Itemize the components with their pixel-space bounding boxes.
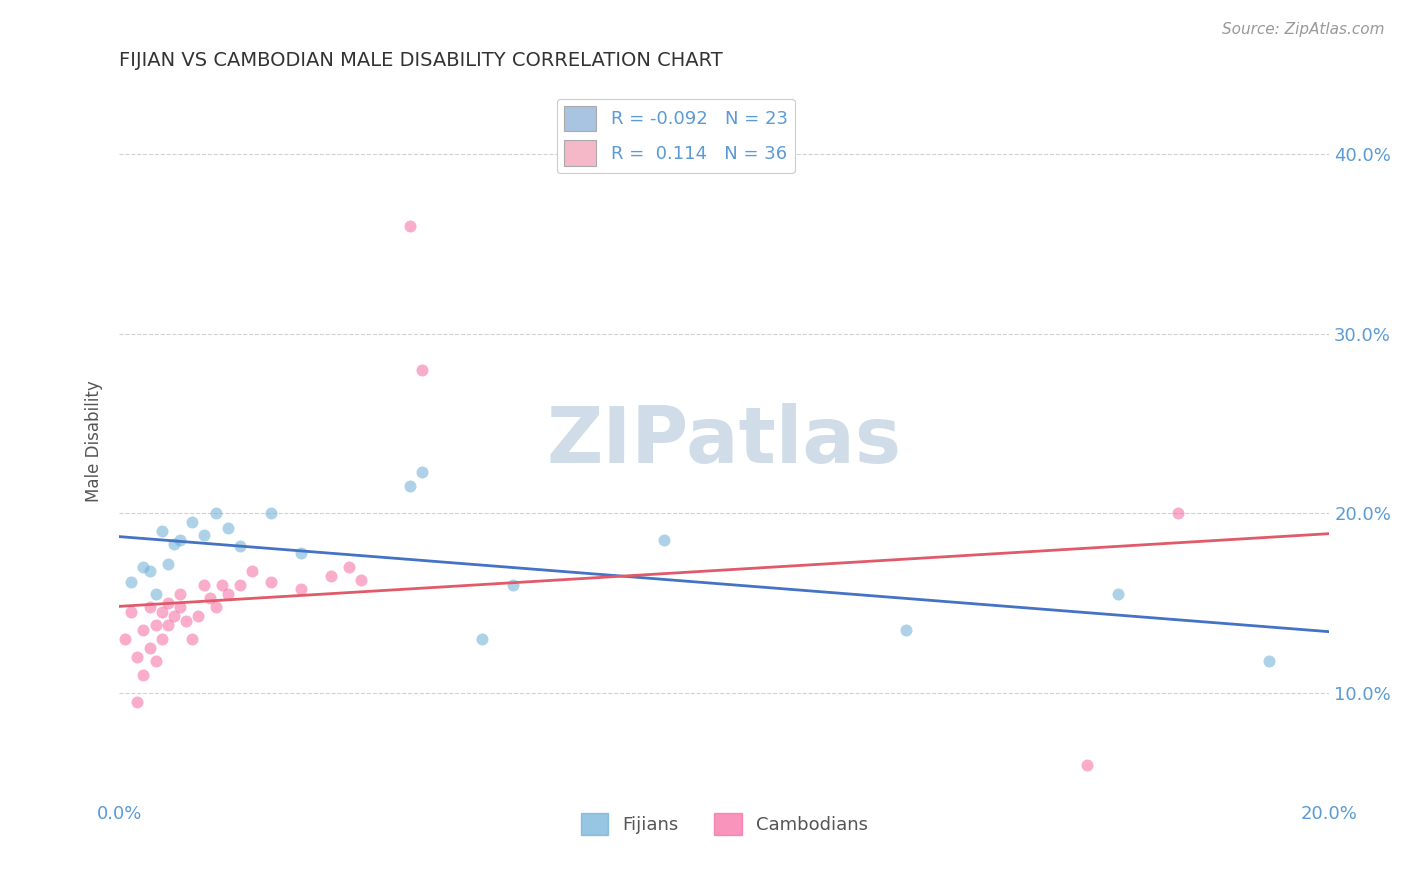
Point	[193, 578, 215, 592]
Point	[150, 524, 173, 539]
Point	[290, 582, 312, 596]
Point	[169, 599, 191, 614]
Point	[138, 564, 160, 578]
Point	[229, 578, 252, 592]
Point	[211, 578, 233, 592]
Point	[132, 623, 155, 637]
Point	[471, 632, 494, 646]
Point	[180, 516, 202, 530]
Point	[127, 695, 149, 709]
Point	[398, 219, 420, 233]
Point	[1076, 757, 1098, 772]
Legend: R = -0.092   N = 23, R =  0.114   N = 36: R = -0.092 N = 23, R = 0.114 N = 36	[557, 98, 794, 173]
Point	[205, 599, 228, 614]
Point	[150, 632, 173, 646]
Point	[259, 574, 281, 589]
Point	[1257, 654, 1279, 668]
Point	[259, 506, 281, 520]
Point	[132, 668, 155, 682]
Point	[163, 608, 186, 623]
Point	[138, 599, 160, 614]
Point	[120, 574, 142, 589]
Point	[156, 596, 179, 610]
Point	[180, 632, 202, 646]
Point	[145, 654, 167, 668]
Point	[169, 587, 191, 601]
Point	[174, 614, 197, 628]
Point	[127, 650, 149, 665]
Point	[652, 533, 675, 548]
Y-axis label: Male Disability: Male Disability	[86, 381, 103, 502]
Point	[132, 560, 155, 574]
Point	[138, 640, 160, 655]
Point	[217, 587, 239, 601]
Point	[114, 632, 136, 646]
Text: Source: ZipAtlas.com: Source: ZipAtlas.com	[1222, 22, 1385, 37]
Point	[290, 546, 312, 560]
Point	[350, 573, 373, 587]
Point	[337, 560, 360, 574]
Point	[150, 605, 173, 619]
Point	[398, 479, 420, 493]
Point	[169, 533, 191, 548]
Point	[1167, 506, 1189, 520]
Point	[145, 617, 167, 632]
Point	[163, 537, 186, 551]
Point	[1107, 587, 1129, 601]
Point	[145, 587, 167, 601]
Point	[187, 608, 209, 623]
Point	[217, 521, 239, 535]
Point	[411, 362, 433, 376]
Point	[156, 557, 179, 571]
Point	[193, 528, 215, 542]
Point	[198, 591, 221, 605]
Point	[319, 569, 342, 583]
Point	[411, 465, 433, 479]
Point	[894, 623, 917, 637]
Point	[156, 617, 179, 632]
Point	[120, 605, 142, 619]
Point	[502, 578, 524, 592]
Text: FIJIAN VS CAMBODIAN MALE DISABILITY CORRELATION CHART: FIJIAN VS CAMBODIAN MALE DISABILITY CORR…	[120, 51, 723, 70]
Point	[229, 539, 252, 553]
Point	[240, 564, 263, 578]
Point	[205, 506, 228, 520]
Text: ZIPatlas: ZIPatlas	[547, 403, 901, 480]
